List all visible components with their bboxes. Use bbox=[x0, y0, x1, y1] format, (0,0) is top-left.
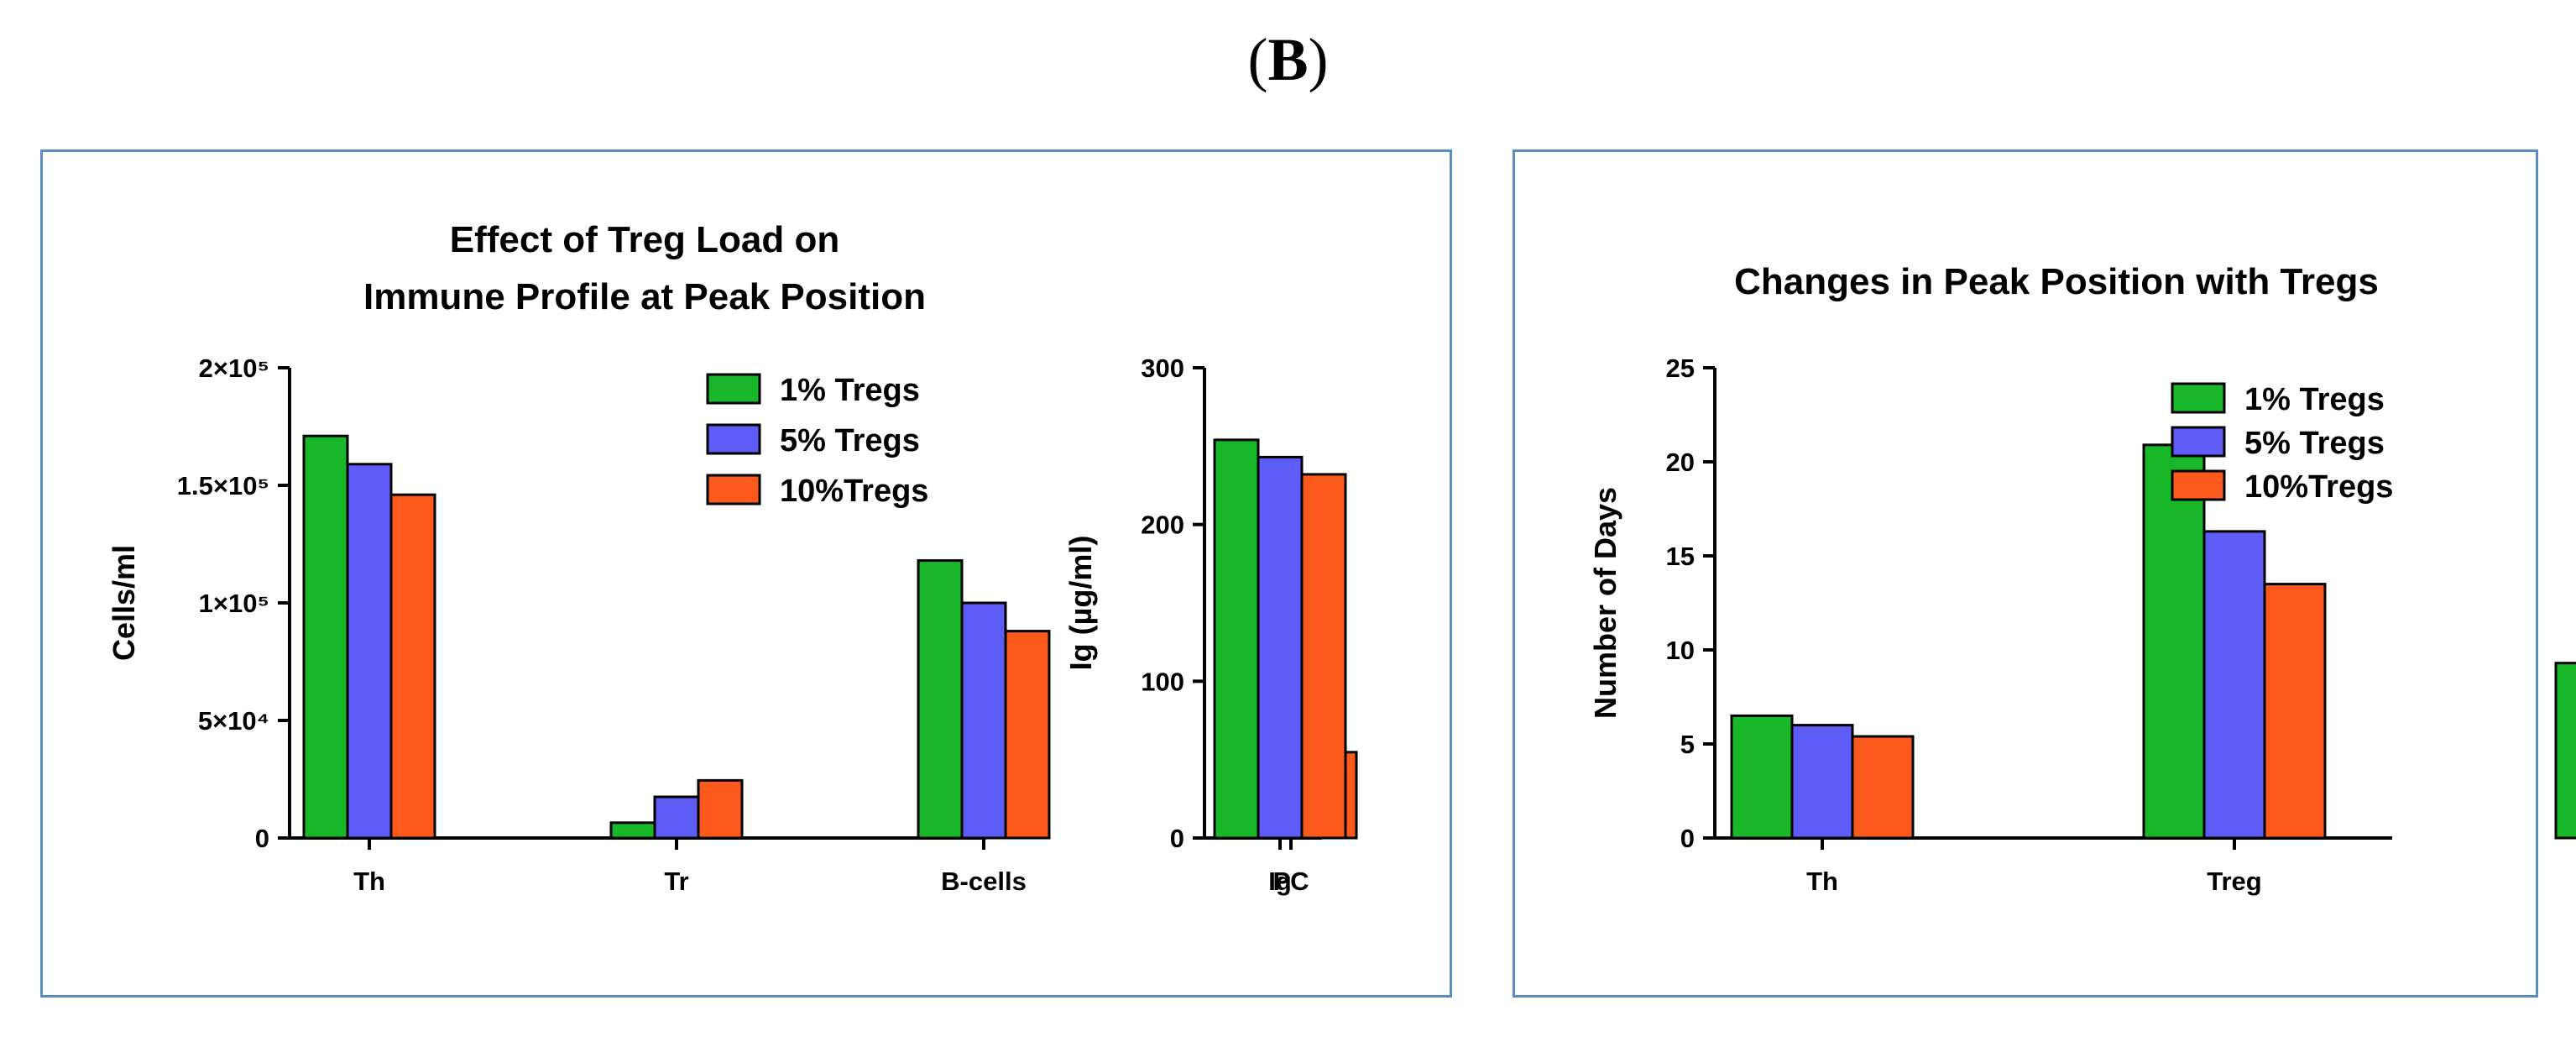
cells-y-axis-label: Cells/ml bbox=[107, 545, 141, 661]
days-legend-label-1: 1% Tregs bbox=[2244, 382, 2385, 417]
days-bar-pc-s1 bbox=[2554, 662, 2576, 840]
cells-bar-tr-s1 bbox=[609, 821, 656, 840]
cells-legend-label-1: 1% Tregs bbox=[780, 373, 920, 408]
cells-bar-th-s2 bbox=[346, 463, 393, 840]
days-bar-treg-s3 bbox=[2263, 583, 2327, 840]
days-legend-label-3: 10%Tregs bbox=[2244, 469, 2393, 505]
cells-x-tick-label: Th bbox=[353, 867, 385, 896]
cells-legend-swatch-1 bbox=[706, 373, 761, 405]
days-y-tick-label: 0 bbox=[1680, 824, 1695, 853]
days-legend-label-2: 5% Tregs bbox=[2244, 426, 2385, 461]
days-legend-swatch-3 bbox=[2171, 469, 2226, 501]
cells-y-tick-label: 5×10⁴ bbox=[198, 706, 269, 736]
ig-x-tick-label: Ig bbox=[1268, 867, 1292, 896]
ig-y-tick-label: 300 bbox=[1141, 354, 1184, 383]
cells-title-line: Immune Profile at Peak Position bbox=[363, 276, 926, 317]
cells-bar-b-cells-s3 bbox=[1004, 630, 1051, 840]
cells-title-line: Effect of Treg Load on bbox=[450, 219, 839, 260]
cells-legend-label-2: 5% Tregs bbox=[780, 423, 920, 458]
days-legend-swatch-2 bbox=[2171, 426, 2226, 458]
ig-y-tick-label: 200 bbox=[1141, 511, 1184, 540]
cells-bar-tr-s2 bbox=[653, 795, 700, 840]
cells-y-tick-label: 2×10⁵ bbox=[199, 354, 269, 383]
ig-bar-ig-s2 bbox=[1257, 455, 1304, 840]
days-title-line: Changes in Peak Position with Tregs bbox=[1734, 261, 2379, 302]
days-bar-treg-s2 bbox=[2202, 530, 2266, 840]
cells-bar-tr-s3 bbox=[697, 778, 744, 840]
days-y-tick-label: 10 bbox=[1666, 636, 1695, 665]
days-y-tick-label: 25 bbox=[1666, 354, 1695, 383]
days-bar-th-s2 bbox=[1790, 724, 1854, 840]
days-x-tick-label: Th bbox=[1806, 867, 1838, 896]
cells-x-tick-label: B-cells bbox=[941, 867, 1027, 896]
cells-y-tick-label: 0 bbox=[255, 824, 269, 853]
days-bar-th-s3 bbox=[1851, 735, 1915, 840]
cells-y-tick-label: 1.5×10⁵ bbox=[177, 471, 269, 500]
cells-x-tick-label: Tr bbox=[664, 867, 688, 896]
days-bar-treg-s1 bbox=[2142, 443, 2206, 840]
ig-bar-ig-s3 bbox=[1300, 473, 1347, 840]
cells-legend-swatch-3 bbox=[706, 474, 761, 505]
days-y-tick-label: 20 bbox=[1666, 448, 1695, 477]
days-y-tick-label: 5 bbox=[1680, 730, 1695, 759]
days-y-axis-label: Number of Days bbox=[1588, 487, 1622, 719]
panel-label: (B) bbox=[1247, 26, 1329, 93]
cells-legend-swatch-2 bbox=[706, 423, 761, 455]
cells-bar-th-s3 bbox=[389, 493, 436, 840]
days-legend-swatch-1 bbox=[2171, 382, 2226, 414]
days-y-tick-label: 15 bbox=[1666, 542, 1695, 571]
cells-x-tick-label: PC bbox=[1272, 867, 1309, 896]
cells-legend-label-3: 10%Tregs bbox=[780, 474, 928, 509]
cells-bar-b-cells-s2 bbox=[960, 601, 1007, 840]
ig-y-axis-label: Ig (µg/ml) bbox=[1063, 536, 1098, 671]
days-x-tick-label: Treg bbox=[2207, 867, 2261, 896]
ig-bar-ig-s1 bbox=[1213, 438, 1260, 840]
cells-bar-b-cells-s1 bbox=[917, 559, 964, 840]
days-bar-th-s1 bbox=[1730, 714, 1794, 840]
cells-y-tick-label: 1×10⁵ bbox=[199, 589, 269, 618]
panel-letter: B bbox=[1267, 26, 1309, 93]
right-figure-frame bbox=[1513, 149, 2538, 998]
ig-y-tick-label: 100 bbox=[1141, 667, 1184, 696]
ig-y-tick-label: 0 bbox=[1170, 824, 1184, 853]
cells-bar-th-s1 bbox=[302, 434, 349, 840]
